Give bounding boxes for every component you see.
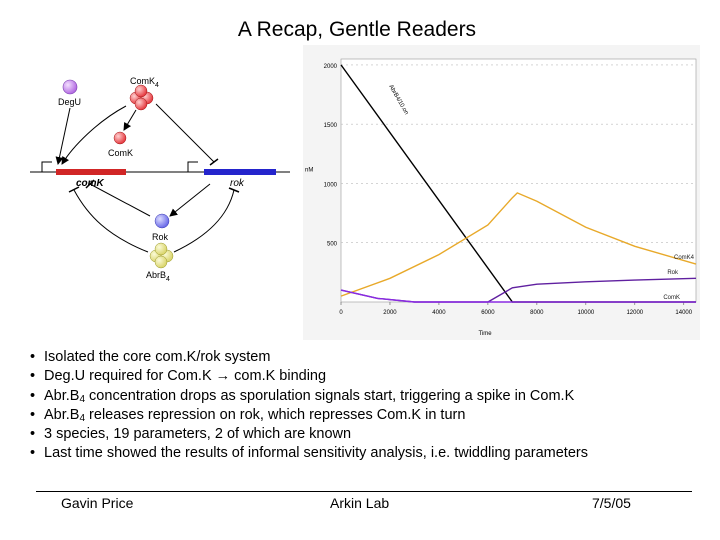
bullet-item: Abr.B4 releases repression on rok, which… <box>30 406 588 426</box>
bullet-text: Deg.U required for Com.K → com.K binding <box>44 368 327 385</box>
comk-promoter-icon <box>41 161 52 172</box>
rok-represses-comk-line <box>89 183 151 217</box>
bullet-item: Isolated the core com.K/rok system <box>30 348 588 368</box>
abrb4-represses-comk-line <box>73 189 149 253</box>
comk-gene-bar <box>56 169 126 175</box>
concentration-vs-time-chart: 500 1000 1500 2000 0 2000 4000 6000 8000 10000 120… <box>303 45 700 340</box>
x-tick-label: 12000 <box>626 310 643 316</box>
bullet-text: Abr.B <box>44 387 80 404</box>
x-tick-label: 10000 <box>577 310 594 316</box>
abrb4-label: AbrB4 <box>146 270 170 283</box>
series-label-3: ComK <box>663 295 680 301</box>
bullet-text: Isolated the core com.K/rok system <box>44 349 271 365</box>
bullet-text: Abr.B <box>44 406 80 423</box>
x-tick-label: 2000 <box>383 310 397 316</box>
y-tick-label: 1000 <box>324 182 338 188</box>
abrb4-tetramer-icon <box>149 242 174 269</box>
x-tick-label: 8000 <box>530 310 544 316</box>
rok-protein-label: Rok <box>152 232 169 242</box>
series-line-1 <box>340 192 697 297</box>
y-tick-label: 2000 <box>324 64 338 70</box>
bullet-subscript: 4 <box>79 393 86 405</box>
x-tick-label: 6000 <box>481 310 495 316</box>
abrb4-rok-bar-icon <box>228 187 240 193</box>
y-axis-label: nM <box>305 168 313 174</box>
bullet-item: Deg.U required for Com.K → com.K binding <box>30 367 588 387</box>
comk4-label: ComK4 <box>130 76 159 89</box>
plot-area <box>340 58 697 303</box>
comk-rok-network-diagram: comK rok DegU ComK4 ComK Rok AbrB4 <box>30 76 290 283</box>
rok-promoter-icon <box>187 161 198 172</box>
abrb4-comk-bar-icon <box>68 186 80 193</box>
rok-gene-label: rok <box>230 178 245 189</box>
bullet-item: Abr.B4 concentration drops as sporulatio… <box>30 387 588 407</box>
y-tick-label: 1500 <box>324 123 338 129</box>
x-tick-label: 4000 <box>432 310 446 316</box>
degu-label: DegU <box>58 97 81 107</box>
x-axis-label: Time <box>479 331 493 337</box>
footer-author: Gavin Price <box>61 495 134 511</box>
rok-gene-bar <box>204 169 276 175</box>
bullet-subscript: 4 <box>79 412 86 424</box>
degu-protein-icon <box>62 79 78 95</box>
bullet-item: 3 species, 19 parameters, 2 of which are… <box>30 425 588 445</box>
comk-monomer-icon <box>113 131 127 145</box>
comk-repression-bar-icon <box>85 179 95 189</box>
comk-monomer-label: ComK <box>108 148 133 158</box>
abrb4-represses-rok-line <box>173 189 235 253</box>
series-line-3 <box>340 289 696 303</box>
footer-date: 7/5/05 <box>592 495 631 511</box>
comk4-tetramer-icon <box>129 84 154 111</box>
rok-repression-bar-icon <box>209 158 219 166</box>
comk4-autoactivation-arrow <box>61 105 127 165</box>
slide-title: A Recap, Gentle Readers <box>237 18 477 41</box>
series-label-2: Rok <box>667 270 679 276</box>
bullet-item: Last time showed the results of informal… <box>30 444 588 464</box>
x-tick-label: 0 <box>339 310 343 316</box>
x-tick-label: 14000 <box>675 310 692 316</box>
bullet-text: 3 species, 19 parameters, 2 of which are… <box>44 426 352 443</box>
y-tick-label: 500 <box>327 242 338 248</box>
comk4-represses-rok-line <box>155 103 215 163</box>
bullet-text: Last time showed the results of informal… <box>44 445 588 462</box>
degu-activation-arrow <box>55 107 71 165</box>
footer-divider <box>36 491 692 492</box>
comk4-to-comk-arrow <box>123 109 137 131</box>
bullet-text: concentration drops as sporulation signa… <box>85 387 575 404</box>
bullet-list: Isolated the core com.K/rok system Deg.U … <box>30 348 588 464</box>
footer-lab: Arkin Lab <box>330 495 390 511</box>
rok-gene-to-protein-arrow <box>169 183 211 217</box>
rok-protein-icon <box>154 213 170 229</box>
bullet-text: releases repression on rok, which repres… <box>85 406 466 423</box>
series-label-1: ComK4 <box>674 255 695 261</box>
